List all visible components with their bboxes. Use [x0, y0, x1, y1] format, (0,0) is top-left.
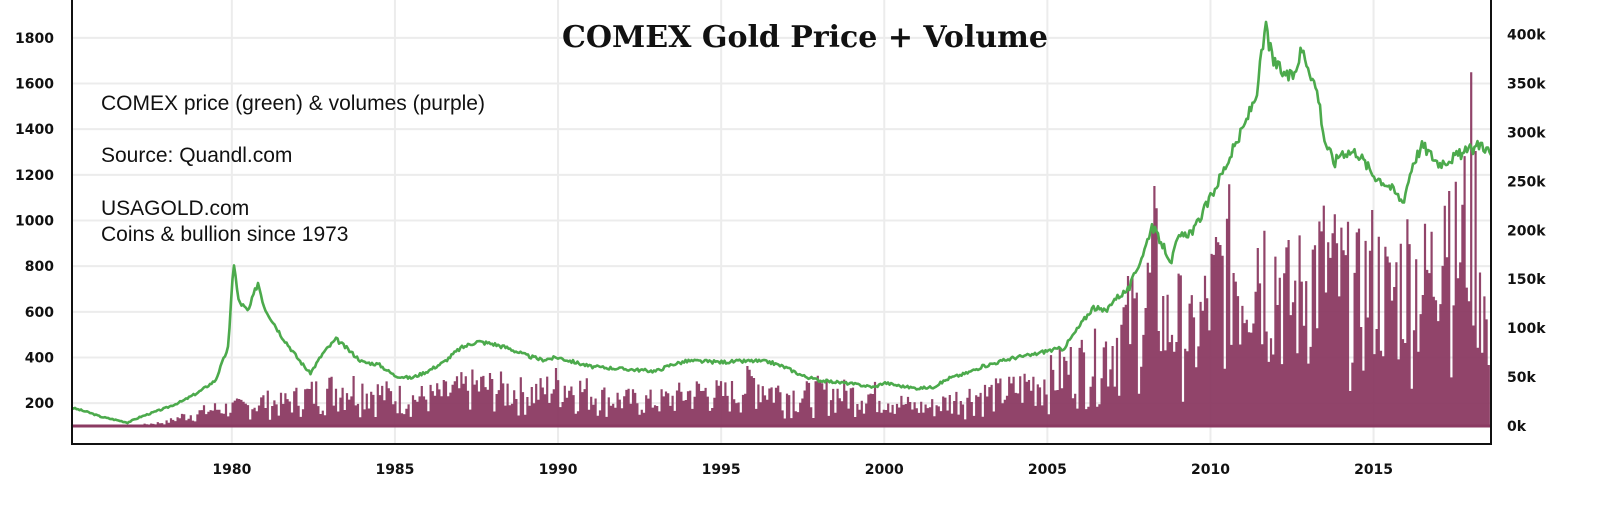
right-axis-ticks: 0k 50k 100k 150k 200k 250k 300k 350k 400k [1507, 28, 1546, 435]
y-right-tick-label: 50k [1507, 370, 1536, 386]
axes [71, 0, 1492, 445]
annotation-legend-note: COMEX price (green) & volumes (purple) [101, 92, 485, 115]
y-left-tick-label: 800 [25, 259, 54, 275]
chart-title: COMEX Gold Price + Volume [562, 20, 1048, 55]
annotation-brand: USAGOLD.com [101, 197, 249, 220]
x-tick-label: 2000 [865, 462, 904, 478]
annotation-source: Source: Quandl.com [101, 144, 292, 167]
y-left-tick-label: 400 [25, 351, 54, 367]
left-axis-ticks: 200 400 600 800 1000 1200 1400 1600 1800 [15, 31, 54, 412]
x-tick-label: 1980 [212, 462, 251, 478]
grid-lines [72, 0, 1491, 444]
y-left-tick-label: 1600 [15, 77, 54, 93]
y-right-tick-label: 0k [1507, 419, 1527, 435]
y-left-tick-label: 200 [25, 396, 54, 412]
plot-frame [71, 0, 1492, 445]
x-tick-label: 2010 [1191, 462, 1230, 478]
y-right-tick-label: 150k [1507, 272, 1546, 288]
x-tick-label: 2015 [1354, 462, 1393, 478]
y-left-tick-label: 1400 [15, 122, 54, 138]
y-left-tick-label: 1000 [15, 214, 54, 230]
x-tick-label: 1985 [375, 462, 414, 478]
x-axis-ticks: 1980 1985 1990 1995 2000 2005 2010 2015 [212, 462, 1393, 478]
y-left-tick-label: 600 [25, 305, 54, 321]
y-left-tick-label: 1200 [15, 168, 54, 184]
y-right-tick-label: 400k [1507, 28, 1546, 44]
x-tick-label: 1995 [702, 462, 741, 478]
volume-series [70, 72, 1490, 426]
y-right-tick-label: 100k [1507, 321, 1546, 337]
annotation-tagline: Coins & bullion since 1973 [101, 223, 349, 246]
y-right-tick-label: 200k [1507, 223, 1546, 239]
y-right-tick-label: 300k [1507, 125, 1546, 141]
y-left-tick-label: 1800 [15, 31, 54, 47]
series-layer [70, 20, 1493, 428]
x-tick-label: 2005 [1028, 462, 1067, 478]
x-tick-label: 1990 [539, 462, 578, 478]
price-series [71, 20, 1493, 425]
y-right-tick-label: 250k [1507, 174, 1546, 190]
y-right-tick-label: 350k [1507, 77, 1546, 93]
